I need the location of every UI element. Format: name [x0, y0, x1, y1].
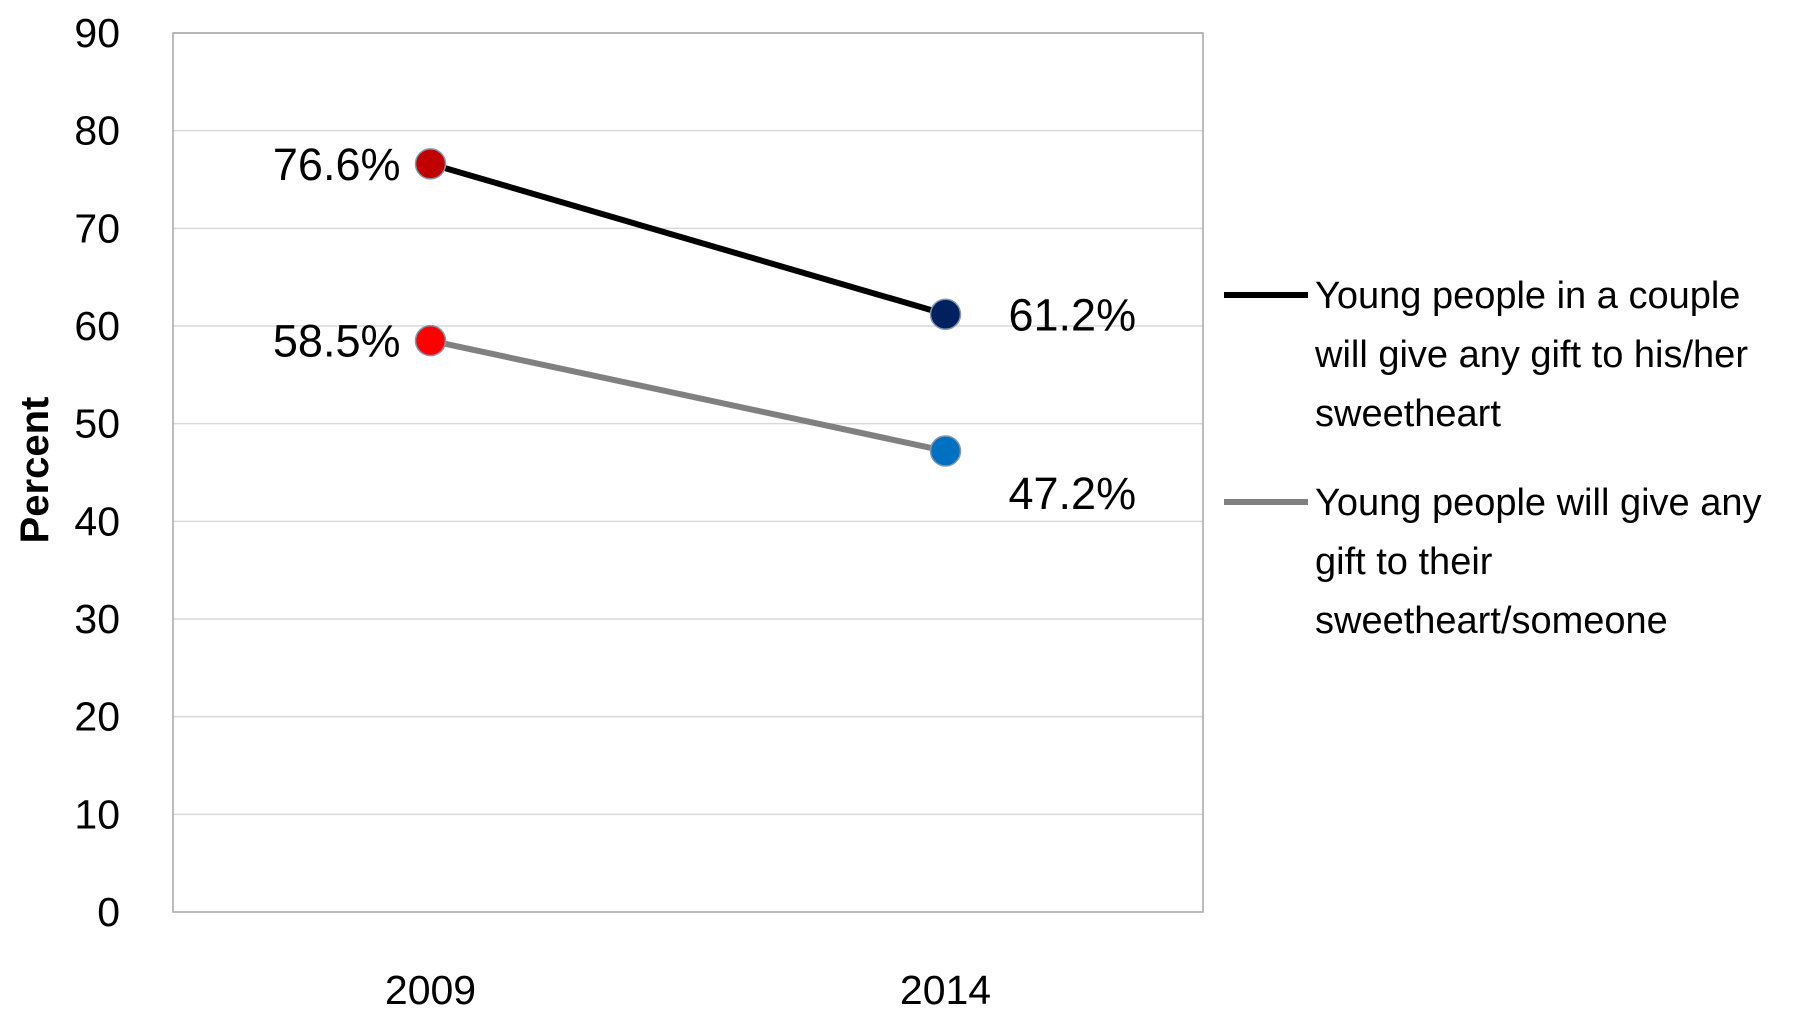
- y-tick-label: 10: [74, 791, 120, 837]
- y-tick-label: 20: [74, 694, 120, 740]
- y-tick-label: 80: [74, 108, 120, 154]
- x-tick-labels: 2009 2014: [385, 967, 991, 1009]
- data-point: [416, 326, 446, 356]
- data-label: 61.2%: [1009, 289, 1137, 340]
- y-tick-label: 60: [74, 303, 120, 349]
- data-point: [931, 436, 961, 466]
- series-line: [431, 164, 946, 314]
- series: [416, 149, 961, 466]
- y-tick-labels: 0 10 20 30 40 50 60 70 80 90: [74, 10, 120, 935]
- y-tick-label: 70: [74, 205, 120, 251]
- legend-entry-text: Young people in a couple: [1315, 275, 1740, 317]
- x-tick-label: 2014: [900, 967, 991, 1009]
- data-label: 58.5%: [273, 316, 401, 367]
- data-point: [416, 149, 446, 179]
- legend-entry-text: will give any gift to his/her: [1314, 334, 1748, 376]
- legend-entry-text: gift to their: [1315, 541, 1493, 583]
- data-label: 47.2%: [1009, 468, 1137, 519]
- legend-entry-text: sweetheart/someone: [1315, 600, 1668, 642]
- data-label: 76.6%: [273, 139, 401, 190]
- data-point: [931, 299, 961, 329]
- legend-entry-text: Young people will give any: [1315, 482, 1761, 524]
- series-line: [431, 341, 946, 451]
- y-axis-label: Percent: [13, 397, 57, 544]
- y-tick-label: 50: [74, 401, 120, 447]
- data-labels: 76.6% 61.2% 58.5% 47.2%: [273, 139, 1136, 519]
- legend-entry-text: sweetheart: [1315, 393, 1501, 435]
- x-tick-label: 2009: [385, 967, 476, 1009]
- y-tick-label: 40: [74, 498, 120, 544]
- y-tick-label: 90: [74, 10, 120, 56]
- y-tick-label: 0: [97, 889, 120, 935]
- y-tick-label: 30: [74, 596, 120, 642]
- legend: Young people in a couple will give any gi…: [1224, 275, 1761, 642]
